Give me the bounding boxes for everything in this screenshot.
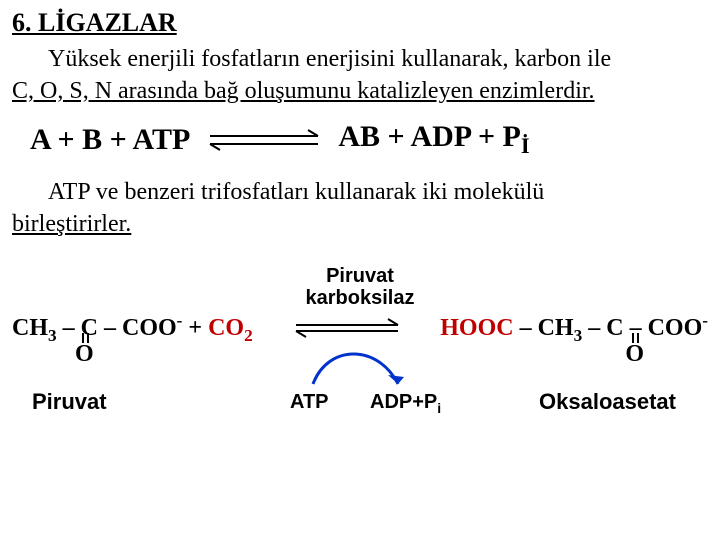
atp-label: ATP — [290, 391, 329, 414]
hooc: HOOC — [440, 315, 513, 341]
dash1: – — [57, 315, 81, 341]
equation-lhs: A + B + ATP — [30, 123, 190, 157]
paragraph1-line1: Yüksek enerjili fosfatların enerjisini k… — [12, 44, 708, 74]
enzyme-line2: karboksilaz — [12, 287, 708, 309]
ch3-sub: 3 — [48, 326, 57, 345]
p-ch3-sub: 3 — [574, 326, 583, 345]
pdash3: – — [624, 315, 648, 341]
equilibrium-arrow-icon — [204, 126, 324, 154]
pdash1: – — [514, 315, 538, 341]
paragraph2-line1: ATP ve benzeri trifosfatları kullanarak … — [12, 177, 708, 207]
plus: + — [182, 315, 208, 341]
section-title: 6. LİGAZLAR — [12, 8, 708, 38]
reaction-diagram: CH3 – C – COO- + CO2 O HOOC – CH3 – C – … — [12, 311, 708, 441]
substrate-name: Piruvat — [32, 389, 107, 415]
paragraph2-line2: birleştirirler. — [12, 209, 708, 239]
adp-label: ADP+Pi — [370, 391, 441, 416]
general-equation: A + B + ATP AB + ADP + Pİ — [30, 120, 708, 159]
substrate-dblbond-o: O — [75, 341, 94, 368]
dash2: – — [98, 315, 122, 341]
coupled-arrow-icon — [298, 339, 418, 389]
p-coo-sup: - — [702, 311, 708, 330]
p-coo: COO — [648, 315, 703, 341]
adp-prefix: ADP+P — [370, 391, 437, 413]
adp-sub: i — [437, 400, 441, 416]
enzyme-label: Piruvat karboksilaz — [12, 265, 708, 309]
equation-rhs: AB + ADP + Pİ — [338, 120, 529, 159]
product-name: Oksaloasetat — [539, 389, 676, 415]
rhs-subscript: İ — [521, 133, 530, 158]
enzyme-line1: Piruvat — [12, 265, 708, 287]
pdash2: – — [582, 315, 606, 341]
paragraph1-line2: C, O, S, N arasında bağ oluşumunu katali… — [12, 76, 708, 106]
coo: COO — [122, 315, 177, 341]
p-ch3: CH — [538, 315, 574, 341]
co2-c: CO — [208, 315, 244, 341]
co2-sub: 2 — [244, 326, 253, 345]
rhs-prefix: AB + ADP + P — [338, 120, 521, 153]
reaction-arrow-icon — [292, 317, 402, 339]
product-formula: HOOC – CH3 – C – COO- — [440, 311, 708, 346]
ch3-text: CH — [12, 315, 48, 341]
p-c: C — [606, 315, 623, 341]
substrate-formula: CH3 – C – COO- + CO2 — [12, 311, 253, 346]
product-dblbond-o: O — [625, 341, 644, 368]
